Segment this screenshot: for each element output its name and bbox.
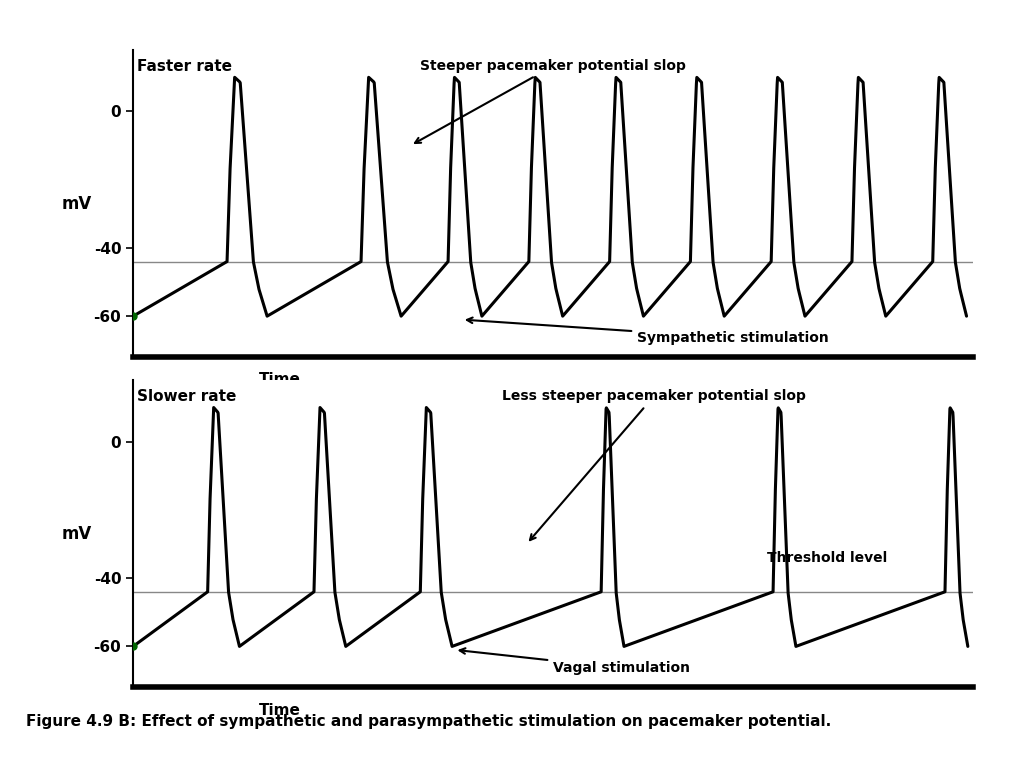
Text: Figure 4.9 B: Effect of sympathetic and parasympathetic stimulation on pacemaker: Figure 4.9 B: Effect of sympathetic and … bbox=[26, 713, 830, 729]
Text: Sympathetic stimulation: Sympathetic stimulation bbox=[467, 317, 828, 345]
Text: Steeper pacemaker potential slop: Steeper pacemaker potential slop bbox=[415, 59, 686, 143]
Text: Time: Time bbox=[259, 703, 301, 718]
Y-axis label: mV: mV bbox=[61, 525, 92, 543]
Text: Slower rate: Slower rate bbox=[137, 389, 237, 405]
Text: Threshold level: Threshold level bbox=[767, 551, 888, 565]
Y-axis label: mV: mV bbox=[61, 194, 92, 213]
Text: Faster rate: Faster rate bbox=[137, 59, 232, 74]
Text: Time: Time bbox=[259, 372, 301, 388]
Text: Less steeper pacemaker potential slop: Less steeper pacemaker potential slop bbox=[502, 389, 806, 540]
Text: Vagal stimulation: Vagal stimulation bbox=[460, 648, 690, 675]
